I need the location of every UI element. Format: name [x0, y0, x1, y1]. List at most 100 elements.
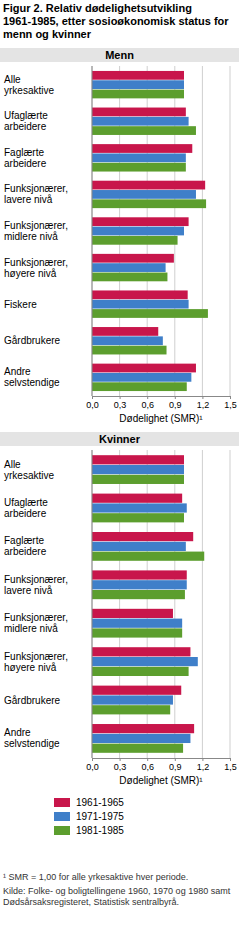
category-label: Andreselvstendige [4, 727, 60, 749]
legend-swatch [54, 798, 70, 807]
x-tick: 1,5 [224, 396, 237, 410]
x-tick-mark [92, 396, 93, 399]
y-axis-line [92, 450, 93, 758]
bar [92, 217, 189, 226]
x-axis: 0,0 0,3 0,6 0,9 1,2 1,5 [86, 758, 237, 772]
x-tick: 0,0 [86, 396, 99, 410]
bar [92, 590, 185, 599]
x-tick-mark [202, 396, 203, 399]
bar [92, 724, 194, 733]
x-tick-label: 0,0 [86, 400, 99, 410]
x-tick: 0,9 [169, 396, 182, 410]
bar [92, 628, 182, 637]
x-tick: 0,6 [141, 396, 154, 410]
legend-swatch [54, 812, 70, 821]
grid-line [92, 66, 93, 396]
x-tick-label: 1,5 [224, 400, 237, 410]
panel: KvinnerAlleyrkesaktiveUfaglærtearbeidere… [0, 432, 239, 786]
panel-header-band [0, 432, 239, 446]
bar [92, 144, 192, 153]
x-tick: 0,0 [86, 758, 99, 772]
bar [92, 336, 163, 345]
bar [92, 163, 186, 172]
x-tick-mark [120, 758, 121, 761]
x-tick-label: 1,2 [197, 762, 210, 772]
bar [92, 199, 206, 208]
category-label: Andreselvstendige [4, 366, 60, 388]
category-label: Gårdbrukere [4, 335, 61, 346]
figure-title: Figur 2. Relativ dødelighetsutvikling196… [3, 2, 229, 40]
bar [92, 705, 170, 714]
bar [92, 695, 173, 704]
x-tick: 0,3 [114, 396, 127, 410]
x-tick-mark [175, 396, 176, 399]
category-label: Funksjonærer,midlere nivå [4, 220, 68, 242]
x-axis: 0,0 0,3 0,6 0,9 1,2 1,5 [86, 396, 237, 410]
legend-label: 1981-1985 [76, 825, 124, 836]
bar [92, 542, 186, 551]
x-tick-mark [92, 758, 93, 761]
bar [92, 667, 189, 676]
bar [92, 570, 187, 579]
bar [92, 686, 181, 695]
bar [92, 532, 193, 541]
grid [92, 66, 230, 396]
category-label: Faglærtearbeidere [4, 535, 47, 557]
bar [92, 657, 198, 666]
source: Kilde: Folke- og boligtellingene 1960, 1… [3, 886, 231, 907]
bar [92, 513, 184, 522]
bar [92, 227, 184, 236]
bar [92, 327, 158, 336]
x-tick-label: 1,2 [197, 400, 210, 410]
x-tick-label: 0,3 [114, 400, 127, 410]
x-axis-title: Dødelighet (SMR)¹ [119, 413, 203, 424]
bar [92, 153, 186, 162]
bar [92, 373, 191, 382]
bar [92, 181, 205, 190]
bar [92, 552, 204, 561]
x-tick-label: 0,6 [141, 762, 154, 772]
bar [92, 346, 167, 355]
category-label: Funksjonærer,midlere nivå [4, 612, 68, 634]
x-tick: 0,6 [141, 758, 154, 772]
x-tick-label: 0,3 [114, 762, 127, 772]
bar [92, 475, 184, 484]
bar [92, 190, 196, 199]
bar [92, 71, 184, 80]
x-tick-label: 0,9 [169, 400, 182, 410]
grid-line [230, 450, 231, 758]
category-label: Funksjonærer,høyere nivå [4, 651, 68, 673]
bar [92, 126, 196, 135]
x-tick-label: 1,5 [224, 762, 237, 772]
bar [92, 290, 188, 299]
bar [92, 117, 189, 126]
panel-title: Menn [105, 49, 134, 61]
bar [92, 609, 173, 618]
y-axis-line [92, 66, 93, 396]
x-tick-label: 0,0 [86, 762, 99, 772]
bars [92, 71, 208, 391]
category-label: Funksjonærer,høyere nivå [4, 257, 68, 279]
x-tick-mark [230, 396, 231, 399]
x-tick-mark [147, 758, 148, 761]
category-label: Funksjonærer,lavere nivå [4, 183, 68, 205]
x-tick: 0,9 [169, 758, 182, 772]
grid [92, 450, 230, 758]
category-label: Fiskere [4, 299, 37, 310]
bar [92, 494, 182, 503]
figure: Figur 2. Relativ dødelighetsutvikling196… [0, 0, 239, 949]
bar [92, 580, 187, 589]
bar [92, 263, 166, 272]
x-tick-label: 0,9 [169, 762, 182, 772]
grid-line [92, 450, 93, 758]
legend-swatch [54, 826, 70, 835]
bar [92, 364, 196, 373]
legend: 1961-19651971-19751981-1985 [54, 797, 124, 836]
x-tick-label: 0,6 [141, 400, 154, 410]
panel-header-band [0, 48, 239, 62]
grid-line [202, 450, 203, 758]
x-axis-line [93, 397, 231, 400]
category-label: Faglærtearbeidere [4, 147, 47, 169]
bar [92, 619, 182, 628]
bar [92, 309, 208, 318]
